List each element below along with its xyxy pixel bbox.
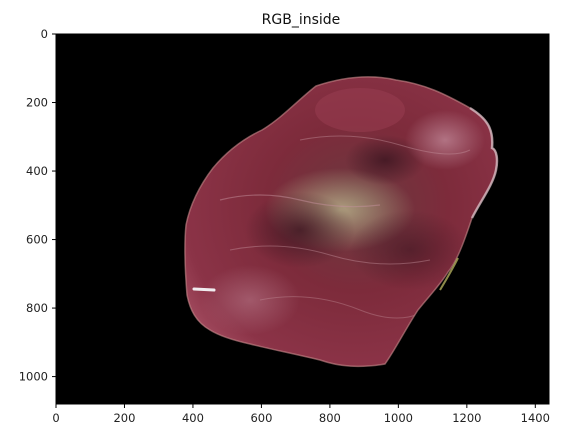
x-tick-label: 600 (250, 411, 272, 425)
y-tick-label: 800 (26, 301, 48, 315)
y-tick-label: 0 (41, 27, 48, 41)
axes-frame (55, 33, 550, 405)
tissue-dark-spot (345, 135, 425, 185)
tissue-white-fragment (192, 287, 216, 292)
y-tick-label: 600 (26, 233, 48, 247)
tissue-top-highlight (315, 88, 405, 132)
tissue-light-lower-left (200, 265, 300, 335)
y-tick-label: 400 (26, 164, 48, 178)
x-tick-label: 1200 (452, 411, 481, 425)
x-tick-label: 800 (319, 411, 341, 425)
x-tick-label: 1400 (521, 411, 550, 425)
tissue-fiber (299, 135, 471, 155)
tissue-dark-lower (350, 210, 470, 290)
x-axis: 0 200 400 600 800 1000 1200 1400 (52, 404, 550, 425)
tissue-fiber (229, 245, 431, 265)
y-tick-label: 200 (26, 96, 48, 110)
tissue-dark-region (245, 192, 355, 268)
figure-title: RGB_inside (262, 12, 341, 28)
x-tick-label: 1000 (384, 411, 413, 425)
y-tick-label: 1000 (19, 370, 48, 384)
tissue-edge-highlight (469, 106, 499, 219)
tissue-texture (200, 88, 485, 335)
y-axis: 0 200 400 600 800 1000 (19, 27, 56, 384)
tissue-light-upper-right (405, 110, 485, 170)
tissue-fiber (219, 194, 381, 208)
image-plot-area (55, 33, 550, 405)
x-tick-label: 400 (182, 411, 204, 425)
tissue-yellow-edge (439, 257, 459, 291)
x-tick-label: 200 (113, 411, 135, 425)
x-tick-label: 0 (52, 411, 59, 425)
tissue-sample (184, 76, 499, 368)
